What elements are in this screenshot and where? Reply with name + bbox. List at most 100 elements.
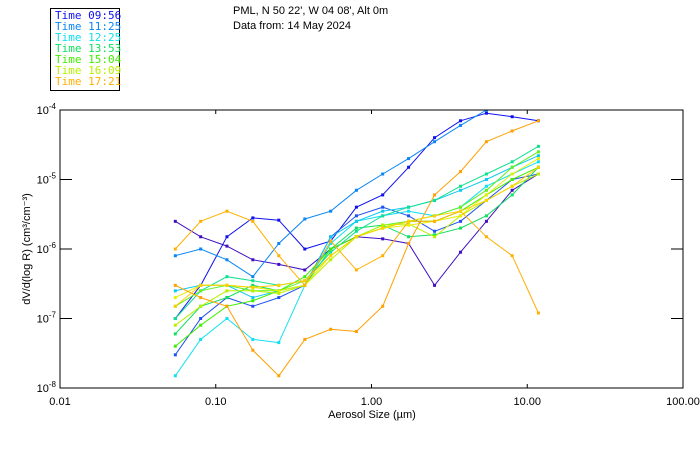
data-point [173, 353, 177, 357]
data-point [381, 205, 385, 209]
data-point [199, 296, 203, 300]
data-point [354, 219, 358, 223]
data-point [303, 279, 307, 283]
data-point [510, 184, 514, 188]
data-point [407, 209, 411, 213]
data-point [433, 136, 437, 140]
data-point [484, 184, 488, 188]
data-point [459, 250, 463, 254]
data-point [381, 209, 385, 213]
data-point [329, 327, 333, 331]
data-point [407, 214, 411, 218]
series-7 [173, 144, 540, 320]
data-point [510, 178, 514, 181]
data-point [536, 144, 540, 148]
data-point [459, 205, 463, 209]
data-point [536, 157, 540, 161]
data-point [225, 317, 229, 320]
data-point [459, 170, 463, 174]
data-point [173, 254, 177, 258]
data-point [251, 285, 255, 289]
data-point [510, 165, 514, 169]
series-line [175, 110, 488, 278]
data-point [354, 229, 358, 233]
data-point [433, 193, 437, 197]
data-point [354, 268, 358, 272]
data-point [510, 115, 514, 119]
data-point [173, 304, 177, 308]
data-point [199, 337, 203, 341]
data-point [510, 193, 514, 197]
data-point [303, 337, 307, 341]
data-point [381, 304, 385, 308]
data-point [199, 247, 203, 251]
data-point [381, 223, 385, 227]
data-point [251, 299, 255, 303]
data-point [433, 283, 437, 287]
data-point [484, 188, 488, 192]
data-point [381, 237, 385, 241]
data-point [251, 289, 255, 293]
data-point [459, 219, 463, 223]
data-point [173, 219, 177, 223]
x-tick-label: 0.10 [205, 396, 226, 408]
data-point [354, 205, 358, 209]
data-point [277, 241, 281, 245]
data-point [484, 219, 488, 223]
data-point [459, 123, 463, 127]
data-point [199, 219, 203, 223]
data-point [510, 129, 514, 133]
data-point [484, 111, 488, 115]
data-point [251, 283, 255, 287]
series-12 [173, 209, 540, 315]
series-13 [173, 119, 540, 378]
data-point [536, 119, 540, 123]
data-point [407, 205, 411, 209]
x-axis-label: Aerosol Size (µm) [328, 409, 416, 421]
data-point [199, 235, 203, 239]
data-point [381, 254, 385, 258]
data-point [277, 254, 281, 258]
data-point [484, 198, 488, 202]
data-point [173, 283, 177, 287]
data-point [199, 304, 203, 308]
data-point [459, 184, 463, 188]
data-point [484, 172, 488, 176]
data-point [484, 214, 488, 218]
data-point [329, 239, 333, 243]
data-point [510, 188, 514, 192]
data-point [329, 241, 333, 245]
data-point [329, 209, 333, 213]
data-point [459, 214, 463, 218]
x-tick-label: 100.00 [666, 396, 700, 408]
data-point [277, 296, 281, 300]
data-point [536, 311, 540, 315]
data-point [173, 317, 177, 320]
legend-item-0: Time 09:56 [55, 9, 122, 22]
data-point [329, 258, 333, 262]
data-point [433, 214, 437, 218]
data-point [510, 172, 514, 176]
data-point [173, 289, 177, 293]
data-point [199, 323, 203, 327]
data-point [277, 374, 281, 378]
data-point [303, 247, 307, 251]
series-line [175, 120, 539, 377]
data-point [433, 140, 437, 144]
data-point [407, 223, 411, 227]
y-tick-label: 10-6 [37, 241, 57, 256]
data-point [251, 304, 255, 308]
data-point [251, 258, 255, 262]
data-point [459, 209, 463, 213]
data-point [329, 254, 333, 258]
data-point [251, 296, 255, 300]
legend-item-1: Time 11:25 [55, 20, 122, 33]
series-line [174, 166, 539, 347]
y-tick-label: 10-5 [37, 172, 57, 187]
chart-title-line2: Data from: 14 May 2024 [233, 20, 352, 32]
y-tick-label: 10-8 [37, 380, 57, 395]
data-point [173, 296, 177, 300]
data-point [381, 226, 385, 230]
data-point [303, 283, 307, 287]
